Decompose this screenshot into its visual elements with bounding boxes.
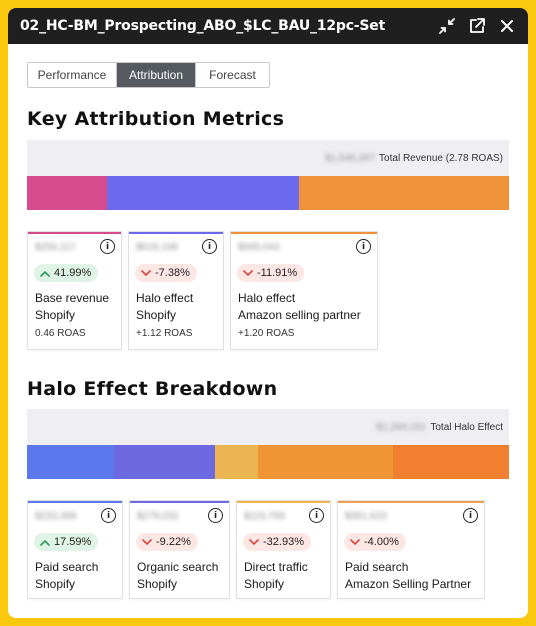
card-accent [129, 232, 223, 234]
channel-name: Halo effect [136, 291, 194, 305]
open-external-icon[interactable] [466, 15, 488, 37]
trend-up-icon [39, 268, 51, 278]
halo-heading: Halo Effect Breakdown [27, 378, 278, 400]
card-accent [338, 501, 484, 503]
change-badge: 41.99% [34, 264, 99, 282]
card-accent [231, 232, 377, 234]
close-icon[interactable] [496, 15, 518, 37]
total-halo-value: $1,284,151 [376, 421, 427, 433]
metrics-window: 02_HC-BM_Prospecting_ABO_$LC_BAU_12pc-Se… [8, 8, 528, 618]
total-halo-row: $1,284,151 Total Halo Effect [27, 409, 509, 445]
metric-value: $361,623 [345, 511, 387, 522]
metric-value: $115,769 [244, 511, 285, 522]
channel-name: Halo effect [238, 291, 296, 305]
metric-value: $665,043 [238, 242, 280, 253]
change-percent: 17.59% [54, 536, 92, 548]
change-badge: -9.22% [136, 533, 198, 551]
change-badge: -11.91% [237, 264, 305, 282]
change-percent: 41.99% [54, 267, 92, 279]
change-percent: -32.93% [263, 536, 304, 548]
attribution-bar-segment-2[interactable] [106, 176, 300, 210]
change-percent: -4.00% [364, 536, 399, 548]
platform-name: Shopify [35, 308, 76, 322]
change-percent: -11.91% [257, 267, 298, 279]
halo-bar [27, 445, 509, 479]
platform-name: Shopify [244, 577, 285, 591]
platform-name: Shopify [137, 577, 178, 591]
platform-name: Amazon Selling Partner [345, 577, 472, 591]
attribution-bar-segment-3[interactable] [299, 176, 509, 210]
platform-name: Shopify [136, 308, 177, 322]
window-title: 02_HC-BM_Prospecting_ABO_$LC_BAU_12pc-Se… [20, 18, 386, 34]
info-icon[interactable]: i [463, 508, 478, 523]
card-accent [130, 501, 229, 503]
card-accent [28, 501, 122, 503]
tab-attribution[interactable]: Attribution [117, 63, 196, 87]
halo-bar-segment-2[interactable] [113, 445, 215, 479]
halo-card[interactable]: $279,032 i -9.22% Organic search Shopify [129, 500, 230, 599]
change-badge: -7.38% [135, 264, 197, 282]
card-accent [237, 501, 330, 503]
card-accent [28, 232, 121, 234]
attribution-bar-segment-1[interactable] [27, 176, 107, 210]
trend-down-icon [248, 537, 260, 547]
trend-down-icon [242, 268, 254, 278]
attribution-card[interactable]: $665,043 i -11.91% Halo effect Amazon sellin… [230, 231, 378, 350]
change-badge: 17.59% [34, 533, 99, 551]
view-tabs: Performance Attribution Forecast [27, 62, 270, 88]
total-revenue-label: Total Revenue (2.78 ROAS) [379, 152, 503, 164]
total-revenue-row: $1,546,267 Total Revenue (2.78 ROAS) [27, 140, 509, 176]
tab-performance[interactable]: Performance [28, 63, 117, 87]
halo-card[interactable]: $361,623 i -4.00% Paid search Amazon Selling… [337, 500, 485, 599]
platform-name: Amazon selling partner [238, 308, 361, 322]
info-icon[interactable]: i [309, 508, 324, 523]
info-icon[interactable]: i [356, 239, 371, 254]
roas-value: 0.46 ROAS [35, 328, 86, 339]
info-icon[interactable]: i [100, 239, 115, 254]
total-revenue-value: $1,546,267 [324, 152, 376, 164]
attribution-card[interactable]: $256,117 i 41.99% Base revenue Shopify 0.46 R… [27, 231, 122, 350]
info-icon[interactable]: i [202, 239, 217, 254]
metric-value: $233,366 [35, 511, 77, 522]
change-percent: -7.38% [155, 267, 190, 279]
platform-name: Shopify [35, 577, 76, 591]
channel-name: Direct traffic [244, 560, 308, 574]
halo-card[interactable]: $233,366 i 17.59% Paid search Shopify [27, 500, 123, 599]
channel-name: Paid search [35, 560, 99, 574]
change-percent: -9.22% [156, 536, 191, 548]
halo-bar-segment-5[interactable] [393, 445, 509, 479]
halo-card[interactable]: $115,769 i -32.93% Direct traffic Shopify [236, 500, 331, 599]
halo-bar-segment-1[interactable] [27, 445, 114, 479]
trend-down-icon [140, 268, 152, 278]
change-badge: -32.93% [243, 533, 311, 551]
minimize-icon[interactable] [436, 15, 458, 37]
trend-up-icon [39, 537, 51, 547]
trend-down-icon [349, 537, 361, 547]
attribution-bar [27, 176, 509, 210]
metric-value: $619,108 [136, 242, 178, 253]
halo-bar-segment-3[interactable] [214, 445, 259, 479]
metric-value: $256,117 [35, 242, 76, 253]
attribution-card[interactable]: $619,108 i -7.38% Halo effect Shopify +1.12 R… [128, 231, 224, 350]
tab-forecast[interactable]: Forecast [209, 68, 256, 82]
metric-value: $279,032 [137, 511, 179, 522]
channel-name: Organic search [137, 560, 219, 574]
attribution-heading: Key Attribution Metrics [27, 108, 285, 130]
change-badge: -4.00% [344, 533, 406, 551]
halo-bar-segment-4[interactable] [258, 445, 394, 479]
channel-name: Paid search [345, 560, 409, 574]
roas-value: +1.20 ROAS [238, 328, 295, 339]
channel-name: Base revenue [35, 291, 110, 305]
info-icon[interactable]: i [101, 508, 116, 523]
trend-down-icon [141, 537, 153, 547]
info-icon[interactable]: i [208, 508, 223, 523]
roas-value: +1.12 ROAS [136, 328, 193, 339]
title-bar: 02_HC-BM_Prospecting_ABO_$LC_BAU_12pc-Se… [8, 8, 528, 44]
total-halo-label: Total Halo Effect [430, 421, 503, 433]
